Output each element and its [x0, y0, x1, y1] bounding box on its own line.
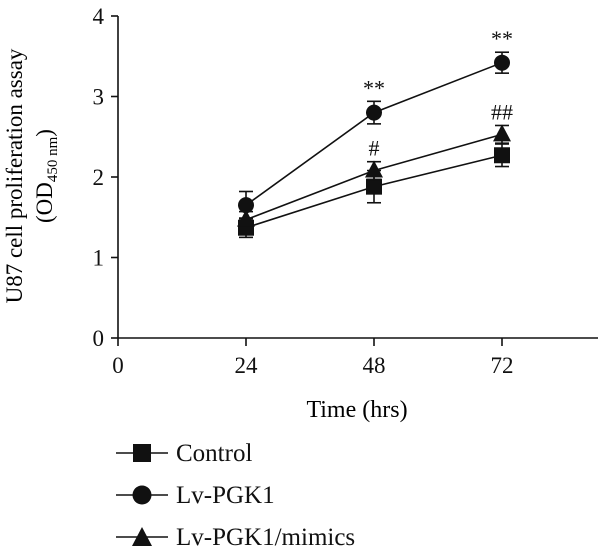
significance-marker: ## — [491, 99, 513, 124]
data-point-triangle — [237, 209, 255, 227]
data-point-square — [494, 147, 510, 164]
axes: 0 1 2 3 4 0 24 48 72 — [93, 4, 598, 378]
data-point-circle — [366, 104, 382, 121]
y-tick-label: 3 — [93, 85, 105, 110]
y-tick-label: 0 — [93, 326, 105, 351]
y-tick-label: 2 — [93, 165, 105, 190]
circle-marker-icon — [116, 485, 168, 505]
y-axis-label-suffix: ) — [32, 129, 57, 137]
x-tick-label: 48 — [363, 353, 386, 378]
legend-item-control: Control — [116, 432, 355, 474]
legend-label-lv-pgk1-mimics: Lv-PGK1/mimics — [176, 523, 356, 551]
series-lv-pgk1: ** ** — [238, 26, 513, 220]
legend-label-control: Control — [176, 439, 253, 467]
legend-item-lv-pgk1: Lv-PGK1 — [116, 474, 355, 516]
y-axis-label-line2: (OD450 nm) — [32, 129, 61, 223]
triangle-marker-icon — [116, 527, 168, 546]
legend-item-lv-pgk1-mimics: Lv-PGK1/mimics — [116, 516, 355, 558]
series-lv-pgk1-mimics: ### — [237, 99, 513, 229]
y-tick-label: 1 — [93, 246, 105, 271]
square-marker-icon — [116, 444, 168, 462]
data-point-triangle — [493, 124, 511, 142]
significance-marker: # — [369, 136, 380, 161]
x-tick-label: 72 — [491, 353, 514, 378]
x-tick-label: 24 — [235, 353, 259, 378]
significance-marker: ** — [491, 26, 513, 51]
data-point-square — [366, 178, 382, 195]
data-point-triangle — [365, 160, 383, 178]
y-tick-label: 4 — [93, 4, 105, 29]
y-axis-label-prefix: (OD — [32, 182, 57, 223]
y-axis-label: U87 cell proliferation assay (OD450 nm) — [2, 48, 61, 303]
legend: Control Lv-PGK1 Lv-PGK1/mimics — [116, 432, 355, 558]
y-axis-label-subscript: 450 nm — [45, 136, 61, 182]
data-point-circle — [238, 197, 254, 214]
significance-marker: ** — [363, 75, 385, 100]
x-tick-label: 0 — [112, 353, 124, 378]
legend-label-lv-pgk1: Lv-PGK1 — [176, 481, 275, 509]
y-axis-label-line1: U87 cell proliferation assay — [2, 48, 27, 303]
x-axis-label: Time (hrs) — [306, 397, 407, 423]
data-point-circle — [494, 54, 510, 71]
series-layer: ****### — [237, 26, 513, 239]
